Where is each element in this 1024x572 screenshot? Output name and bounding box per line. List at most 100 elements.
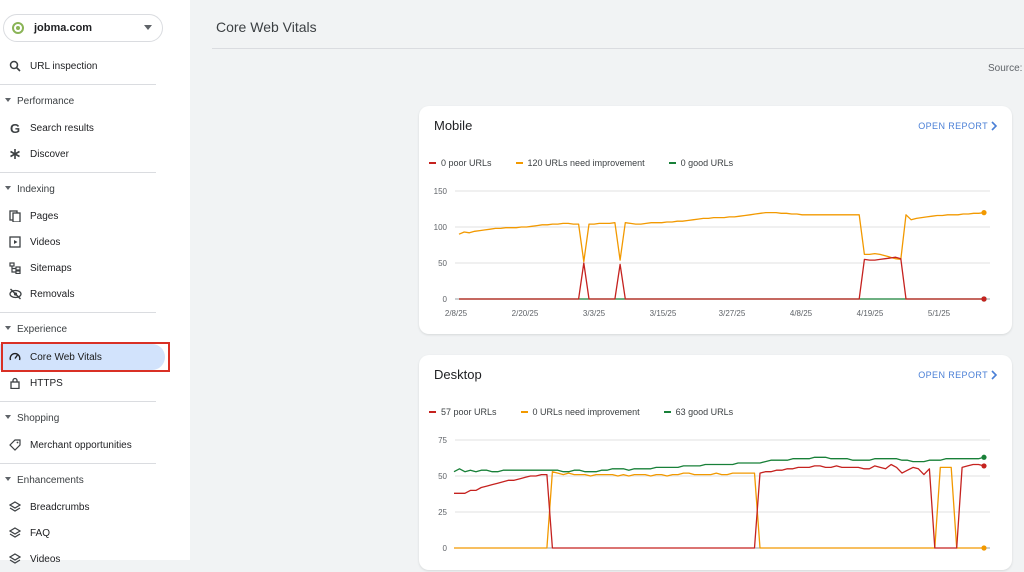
series-end-point[interactable] (981, 545, 987, 551)
main-content: Core Web Vitals Source: Mobile OPEN REPO… (190, 0, 1024, 570)
legend-item-improve[interactable]: 120 URLs need improvement (515, 158, 645, 168)
series-line (454, 466, 984, 549)
x-tick-label: 4/8/25 (790, 309, 813, 318)
y-tick-label: 50 (438, 472, 447, 481)
sidebar: jobma.com URL inspection Performance G S… (0, 0, 190, 565)
divider (0, 463, 156, 464)
series-end-point[interactable] (981, 296, 987, 302)
layers-icon (8, 526, 22, 540)
sidebar-item-label: HTTPS (30, 378, 63, 389)
section-label: Enhancements (17, 475, 84, 486)
legend-label: 120 URLs need improvement (527, 158, 645, 168)
tag-icon (8, 438, 22, 452)
legend-item-good[interactable]: 63 good URLs (663, 407, 734, 417)
legend-item-poor[interactable]: 0 poor URLs (429, 158, 492, 168)
sidebar-item-videos[interactable]: Videos (0, 229, 165, 255)
section-label: Shopping (17, 413, 60, 424)
legend-label: 63 good URLs (675, 407, 734, 417)
sidebar-item-core-web-vitals[interactable]: Core Web Vitals (0, 344, 165, 370)
source-label: Source: (988, 63, 1023, 74)
asterisk-icon (8, 147, 22, 161)
legend-item-improve[interactable]: 0 URLs need improvement (520, 407, 640, 417)
x-tick-label: 4/19/25 (857, 309, 884, 318)
open-report-link[interactable]: OPEN REPORT (918, 370, 988, 380)
divider (0, 172, 156, 173)
sidebar-item-https[interactable]: HTTPS (0, 370, 165, 396)
chart-legend: 0 poor URLs 120 URLs need improvement 0 … (429, 158, 757, 168)
sidebar-item-label: FAQ (30, 528, 51, 539)
sidebar-item-faq[interactable]: FAQ (0, 520, 165, 546)
divider (0, 312, 156, 313)
section-shopping[interactable]: Shopping (0, 409, 165, 429)
sidebar-item-discover[interactable]: Discover (0, 141, 165, 167)
sidebar-item-label: Core Web Vitals (30, 352, 102, 363)
card-title: Desktop (434, 367, 482, 382)
sidebar-item-sitemaps[interactable]: Sitemaps (0, 255, 165, 281)
sidebar-item-url-inspection[interactable]: URL inspection (0, 53, 165, 79)
sidebar-item-videos-enhancement[interactable]: Videos (0, 546, 165, 572)
series-line (453, 456, 985, 473)
caret-down-icon (5, 98, 11, 102)
sidebar-item-label: Sitemaps (30, 263, 72, 274)
open-report-link[interactable]: OPEN REPORT (918, 121, 988, 131)
y-tick-label: 75 (438, 436, 447, 445)
section-performance[interactable]: Performance (0, 92, 165, 112)
sidebar-item-merchant-opportunities[interactable]: Merchant opportunities (0, 432, 165, 458)
card-title: Mobile (434, 118, 473, 133)
legend-label: 57 poor URLs (441, 407, 497, 417)
desktop-line-chart: 0 25 50 75 (438, 436, 990, 553)
sidebar-item-breadcrumbs[interactable]: Breadcrumbs (0, 494, 165, 520)
legend-item-poor[interactable]: 57 poor URLs (429, 407, 497, 417)
y-tick-label: 0 (443, 295, 448, 304)
sidebar-item-label: Merchant opportunities (30, 440, 132, 451)
sidebar-item-label: Videos (30, 237, 61, 248)
page-title: Core Web Vitals (216, 19, 317, 35)
sidebar-item-label: Breadcrumbs (30, 502, 90, 513)
section-label: Performance (17, 96, 75, 107)
series-line (454, 463, 985, 549)
sidebar-item-removals[interactable]: Removals (0, 281, 165, 307)
y-tick-label: 25 (438, 508, 447, 517)
legend-item-good[interactable]: 0 good URLs (668, 158, 734, 168)
sidebar-item-label: Discover (30, 149, 69, 160)
chevron-right-icon (991, 370, 998, 380)
y-tick-label: 100 (434, 223, 448, 232)
sidebar-item-label: URL inspection (30, 61, 98, 72)
series-end-point[interactable] (981, 454, 987, 460)
legend-label: 0 good URLs (680, 158, 734, 168)
chart-legend: 57 poor URLs 0 URLs need improvement 63 … (429, 407, 757, 417)
section-indexing[interactable]: Indexing (0, 180, 165, 200)
sidebar-item-label: Search results (30, 123, 94, 134)
eye-off-icon (8, 287, 22, 301)
x-tick-label: 2/8/25 (445, 309, 468, 318)
y-tick-label: 150 (434, 187, 448, 196)
sidebar-item-search-results[interactable]: G Search results (0, 115, 165, 141)
sitemap-icon (8, 261, 22, 275)
property-selector[interactable]: jobma.com (3, 14, 163, 42)
section-enhancements[interactable]: Enhancements (0, 471, 165, 491)
y-tick-label: 50 (438, 259, 447, 268)
caret-down-icon (5, 186, 11, 190)
pages-icon (8, 209, 22, 223)
layers-icon (8, 552, 22, 566)
property-name: jobma.com (34, 22, 93, 34)
sidebar-item-label: Removals (30, 289, 75, 300)
x-tick-label: 3/15/25 (650, 309, 677, 318)
property-icon (12, 22, 24, 34)
x-tick-label: 2/20/25 (512, 309, 539, 318)
svg-text:G: G (10, 122, 20, 134)
chevron-right-icon (991, 121, 998, 131)
legend-label: 0 poor URLs (441, 158, 492, 168)
section-label: Indexing (17, 184, 55, 195)
google-g-icon: G (8, 121, 22, 135)
gauge-icon (8, 350, 22, 364)
sidebar-item-pages[interactable]: Pages (0, 203, 165, 229)
series-end-point[interactable] (981, 463, 987, 469)
series-end-point[interactable] (981, 210, 987, 216)
section-label: Experience (17, 324, 68, 335)
section-experience[interactable]: Experience (0, 320, 165, 340)
desktop-card: Desktop OPEN REPORT 57 poor URLs 0 URLs … (419, 355, 1012, 570)
chevron-down-icon (144, 25, 152, 30)
x-tick-label: 3/3/25 (583, 309, 606, 318)
highlight-box (1, 342, 170, 372)
